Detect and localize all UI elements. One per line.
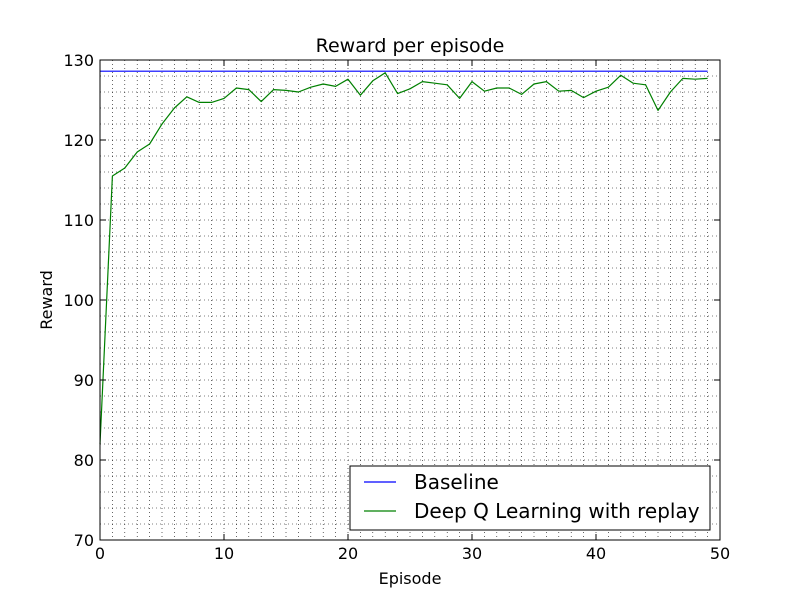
- x-tick-label: 50: [710, 544, 730, 563]
- legend-label-baseline: Baseline: [414, 470, 499, 494]
- x-tick-label: 0: [95, 544, 105, 563]
- y-tick-label: 130: [63, 51, 94, 70]
- y-axis-label: Reward: [37, 270, 56, 330]
- series-line-dqn: [99, 72, 708, 445]
- series-layer: [99, 70, 708, 445]
- y-tick-label: 120: [63, 131, 94, 150]
- y-tick-label: 70: [74, 531, 94, 550]
- x-axis-label: Episode: [379, 569, 442, 588]
- x-tick-label: 40: [586, 544, 606, 563]
- x-tick-label: 10: [214, 544, 234, 563]
- y-tick-label: 90: [74, 371, 94, 390]
- x-tick-label: 20: [338, 544, 358, 563]
- chart-title: Reward per episode: [316, 35, 505, 57]
- y-tick-label: 80: [74, 451, 94, 470]
- tick-labels: 0 10 20 30 40 50 70 80 90 100 110 120 130: [63, 51, 730, 563]
- legend-box: [349, 465, 711, 531]
- legend-label-dqn: Deep Q Learning with replay: [414, 499, 700, 523]
- y-tick-label: 110: [63, 211, 94, 230]
- ticks: [99, 59, 721, 541]
- x-tick-label: 30: [462, 544, 482, 563]
- grid: [100, 60, 720, 540]
- y-tick-label: 100: [63, 291, 94, 310]
- legend: Baseline Deep Q Learning with replay: [349, 465, 711, 531]
